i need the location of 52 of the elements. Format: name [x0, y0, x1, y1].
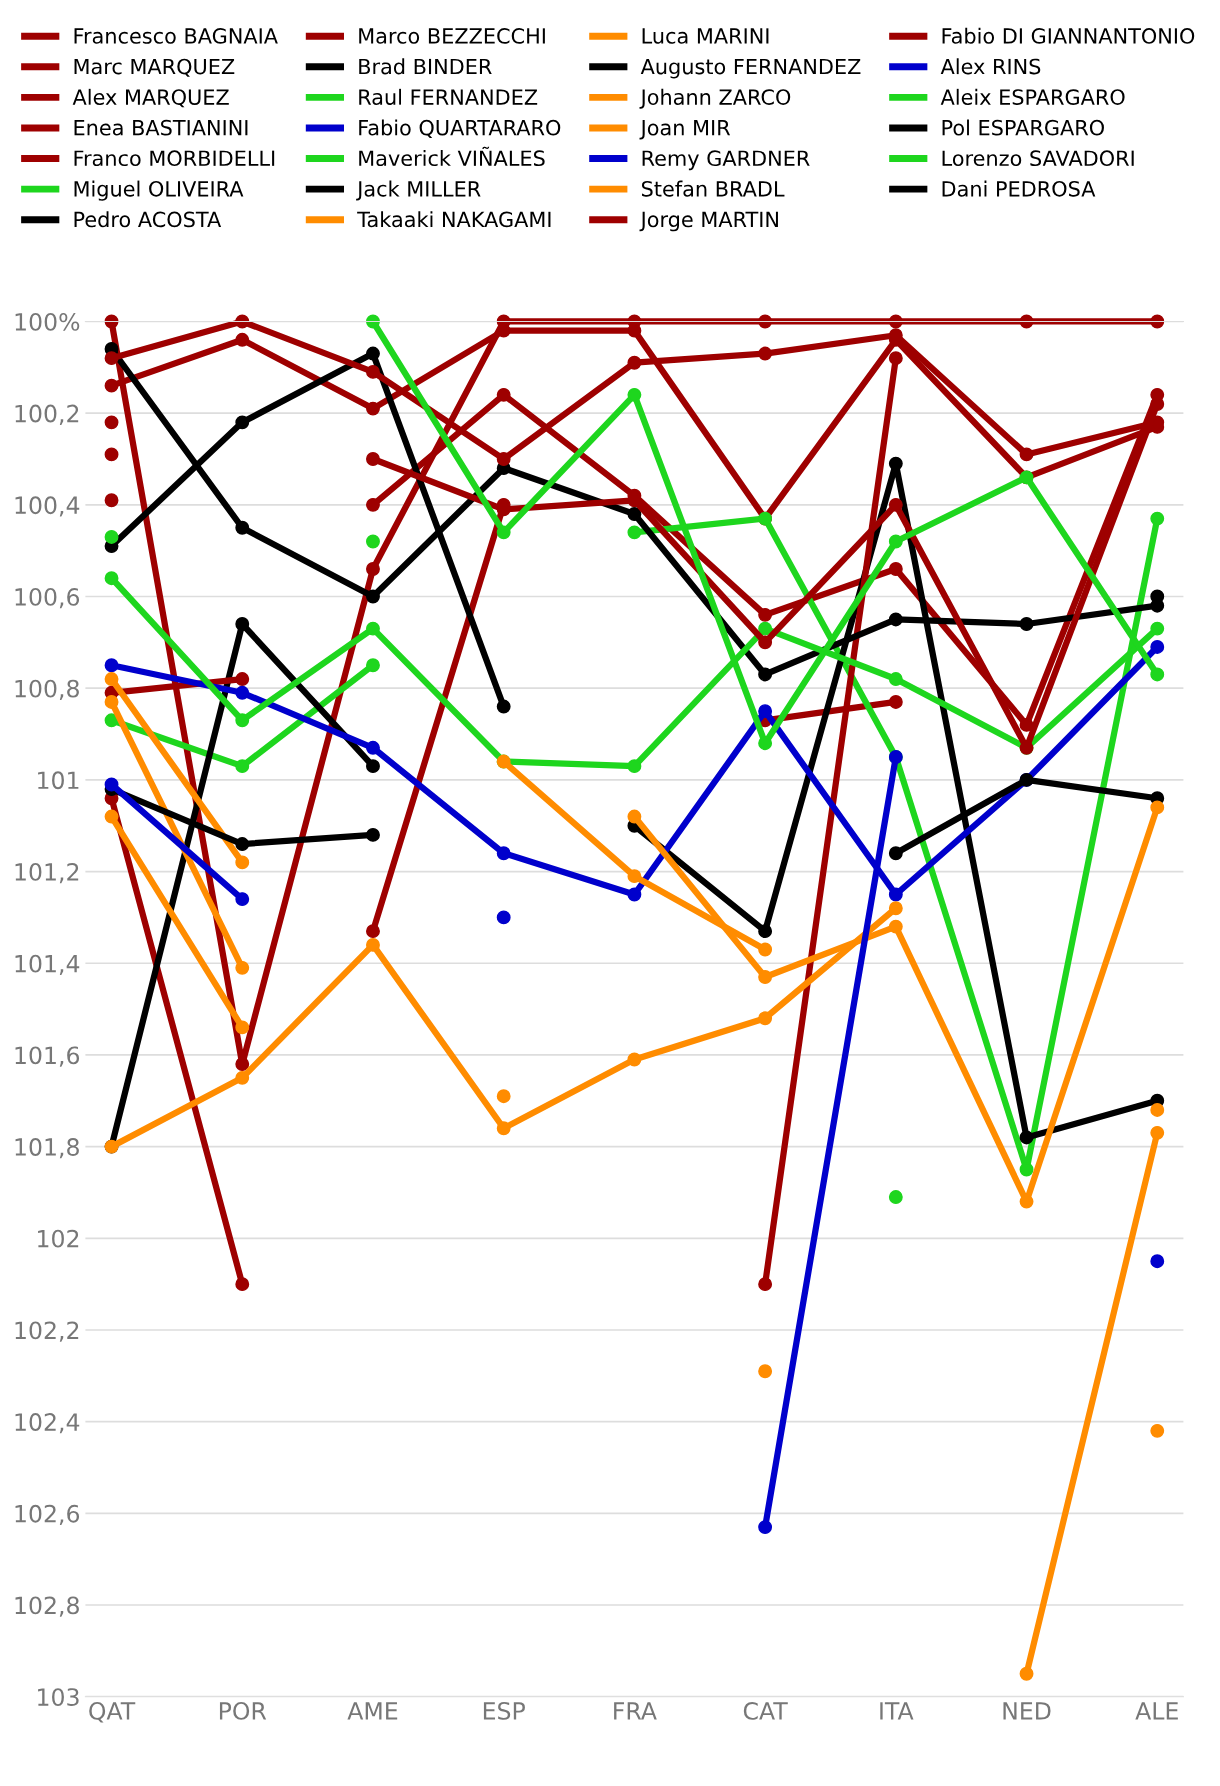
y-tick-label: 102	[38, 1229, 79, 1248]
y-tick-label: 101	[38, 771, 79, 790]
y-tick-label: 102,4	[15, 1413, 80, 1434]
legend-label: Johann ZARCO	[639, 88, 791, 109]
legend-label: Stefan BRADL	[641, 180, 785, 197]
legend-label: Brad BINDER	[359, 58, 492, 75]
x-tick-label: ITA	[880, 1702, 914, 1720]
legend-label: Luca MARINI	[642, 28, 769, 44]
legend-label: Jorge MARTIN	[639, 211, 778, 232]
legend-label: Marc MARQUEZ	[74, 58, 235, 77]
x-tick-label: FRA	[614, 1702, 657, 1720]
legend-label: Takaaki NAKAGAMI	[357, 211, 551, 228]
x-tick-label: CAT	[743, 1701, 788, 1720]
legend-label: Enea BASTIANINI	[74, 119, 248, 136]
legend-label: Jack MILLER	[356, 180, 481, 201]
y-tick-label: 101,4	[15, 954, 80, 975]
legend-label: Dani PEDROSA	[942, 180, 1096, 197]
x-tick-label: NED	[1003, 1702, 1051, 1720]
legend-label: Alex RINS	[940, 58, 1041, 75]
y-tick-label: 100,8	[15, 679, 79, 700]
x-tick-label: ALE	[1135, 1702, 1178, 1720]
legend-label: Miguel OLIVEIRA	[74, 180, 244, 201]
y-tick-label: 101,6	[15, 1046, 80, 1067]
y-tick-label: 100,4	[15, 496, 80, 517]
x-tick-label: AME	[347, 1702, 398, 1720]
legend-label: Augusto FERNANDEZ	[640, 58, 861, 79]
x-tick-label: ESP	[483, 1701, 525, 1720]
legend-label: Lorenzo SAVADORI	[942, 150, 1134, 167]
legend-label: Remy GARDNER	[642, 150, 810, 171]
legend-label: Marco BEZZECCHI	[359, 28, 545, 44]
legend-label: Raul FERNANDEZ	[359, 88, 538, 105]
legend-label: Franco MORBIDELLI	[74, 150, 275, 167]
legend-label: Joan MIR	[639, 120, 731, 140]
y-tick-label: 102,8	[15, 1596, 79, 1617]
y-tick-label: 102,6	[15, 1504, 80, 1526]
y-tick-label: 101,8	[15, 1138, 79, 1159]
x-tick-label: POR	[219, 1701, 267, 1720]
legend-label: Alex MARQUEZ	[72, 88, 229, 108]
y-tick-label: 100%	[15, 312, 80, 331]
legend-label: Fabio DI GIANNANTONIO	[942, 27, 1195, 44]
y-tick-label: 102,2	[15, 1321, 79, 1342]
legend-label: Aleix ESPARGARO	[940, 88, 1125, 105]
legend-label: Fabio QUARTARARO	[359, 119, 561, 138]
y-tick-label: 101,2	[15, 863, 79, 884]
legend-label: Pol ESPARGARO	[942, 119, 1104, 136]
legend-label: Francesco BAGNAIA	[74, 28, 278, 44]
y-tick-label: 100,6	[15, 587, 80, 609]
legend-label: Maverick VIÑALES	[359, 146, 545, 167]
y-tick-label: 100,2	[15, 404, 79, 425]
legend-label: Pedro ACOSTA	[74, 211, 222, 228]
y-tick-label: 103	[38, 1688, 79, 1707]
x-tick-label: QAT	[89, 1701, 136, 1723]
